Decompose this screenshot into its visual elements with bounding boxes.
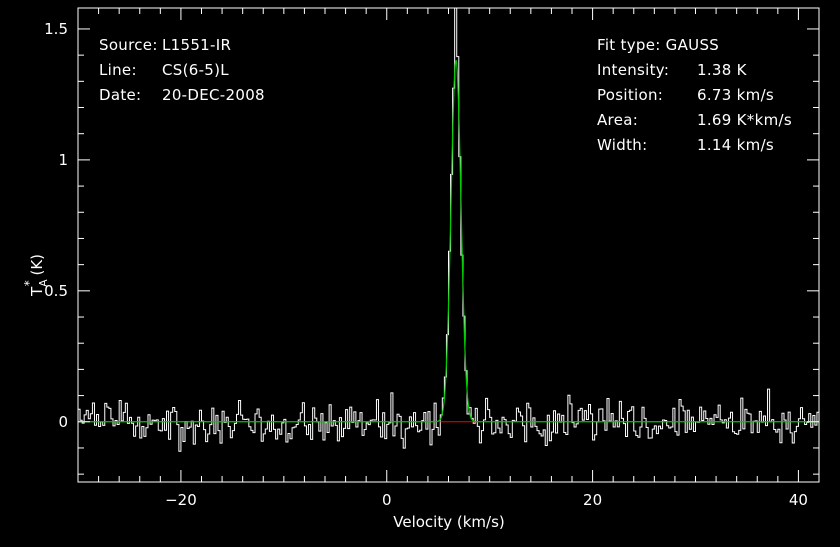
y-axis-label-unit: (K) bbox=[28, 254, 46, 280]
plot-axes: −20 0 20 40 0 0.5 1 1.5 bbox=[44, 7, 820, 509]
y-tick-label: 1.5 bbox=[44, 20, 68, 38]
source-row: Source: L1551-IR bbox=[99, 36, 265, 61]
y-tick-label: 1 bbox=[58, 151, 68, 169]
x-tick-label: 20 bbox=[583, 491, 602, 509]
x-tick-label: 0 bbox=[382, 491, 392, 509]
date-label: Date: bbox=[99, 86, 142, 104]
plot-marks bbox=[78, 8, 819, 452]
position-row: Position: 6.73 km/s bbox=[597, 86, 792, 111]
y-axis-label: TA* (K) bbox=[22, 254, 50, 297]
source-label: Source: bbox=[99, 36, 158, 54]
width-row: Width: 1.14 km/s bbox=[597, 136, 792, 161]
source-info: Source: L1551-IR Line: CS(6-5)L Date: 20-DE… bbox=[99, 36, 265, 111]
gaussian-fit-curve bbox=[78, 59, 819, 423]
y-axis-label-main: T bbox=[28, 286, 46, 297]
intensity-row: Intensity: 1.38 K bbox=[597, 61, 792, 86]
x-axis-label: Velocity (km/s) bbox=[393, 513, 504, 531]
x-tick-label: 40 bbox=[789, 491, 808, 509]
line-row: Line: CS(6-5)L bbox=[99, 61, 265, 86]
line-label: Line: bbox=[99, 61, 137, 79]
y-axis-label-sup: * bbox=[22, 280, 36, 286]
y-tick-label: 0 bbox=[58, 413, 68, 431]
width-label: Width: bbox=[597, 136, 648, 154]
source-value: L1551-IR bbox=[162, 36, 232, 54]
intensity-value: 1.38 K bbox=[697, 61, 747, 79]
plot-area bbox=[78, 8, 819, 452]
fit-info: Fit type: GAUSS Intensity: 1.38 K Positio… bbox=[597, 36, 792, 161]
y-tick-label: 0.5 bbox=[44, 282, 68, 300]
position-label: Position: bbox=[597, 86, 664, 104]
fit-type: Fit type: GAUSS bbox=[597, 36, 720, 54]
position-value: 6.73 km/s bbox=[697, 86, 775, 104]
area-row: Area: 1.69 K*km/s bbox=[597, 111, 792, 136]
date-value: 20-DEC-2008 bbox=[162, 86, 265, 104]
intensity-label: Intensity: bbox=[597, 61, 670, 79]
area-label: Area: bbox=[597, 111, 639, 129]
area-value: 1.69 K*km/s bbox=[697, 111, 792, 129]
line-value: CS(6-5)L bbox=[162, 61, 229, 79]
y-axis-label-sub: A bbox=[37, 279, 50, 287]
width-value: 1.14 km/s bbox=[697, 136, 775, 154]
date-row: Date: 20-DEC-2008 bbox=[99, 86, 265, 111]
x-tick-label: −20 bbox=[165, 491, 197, 509]
